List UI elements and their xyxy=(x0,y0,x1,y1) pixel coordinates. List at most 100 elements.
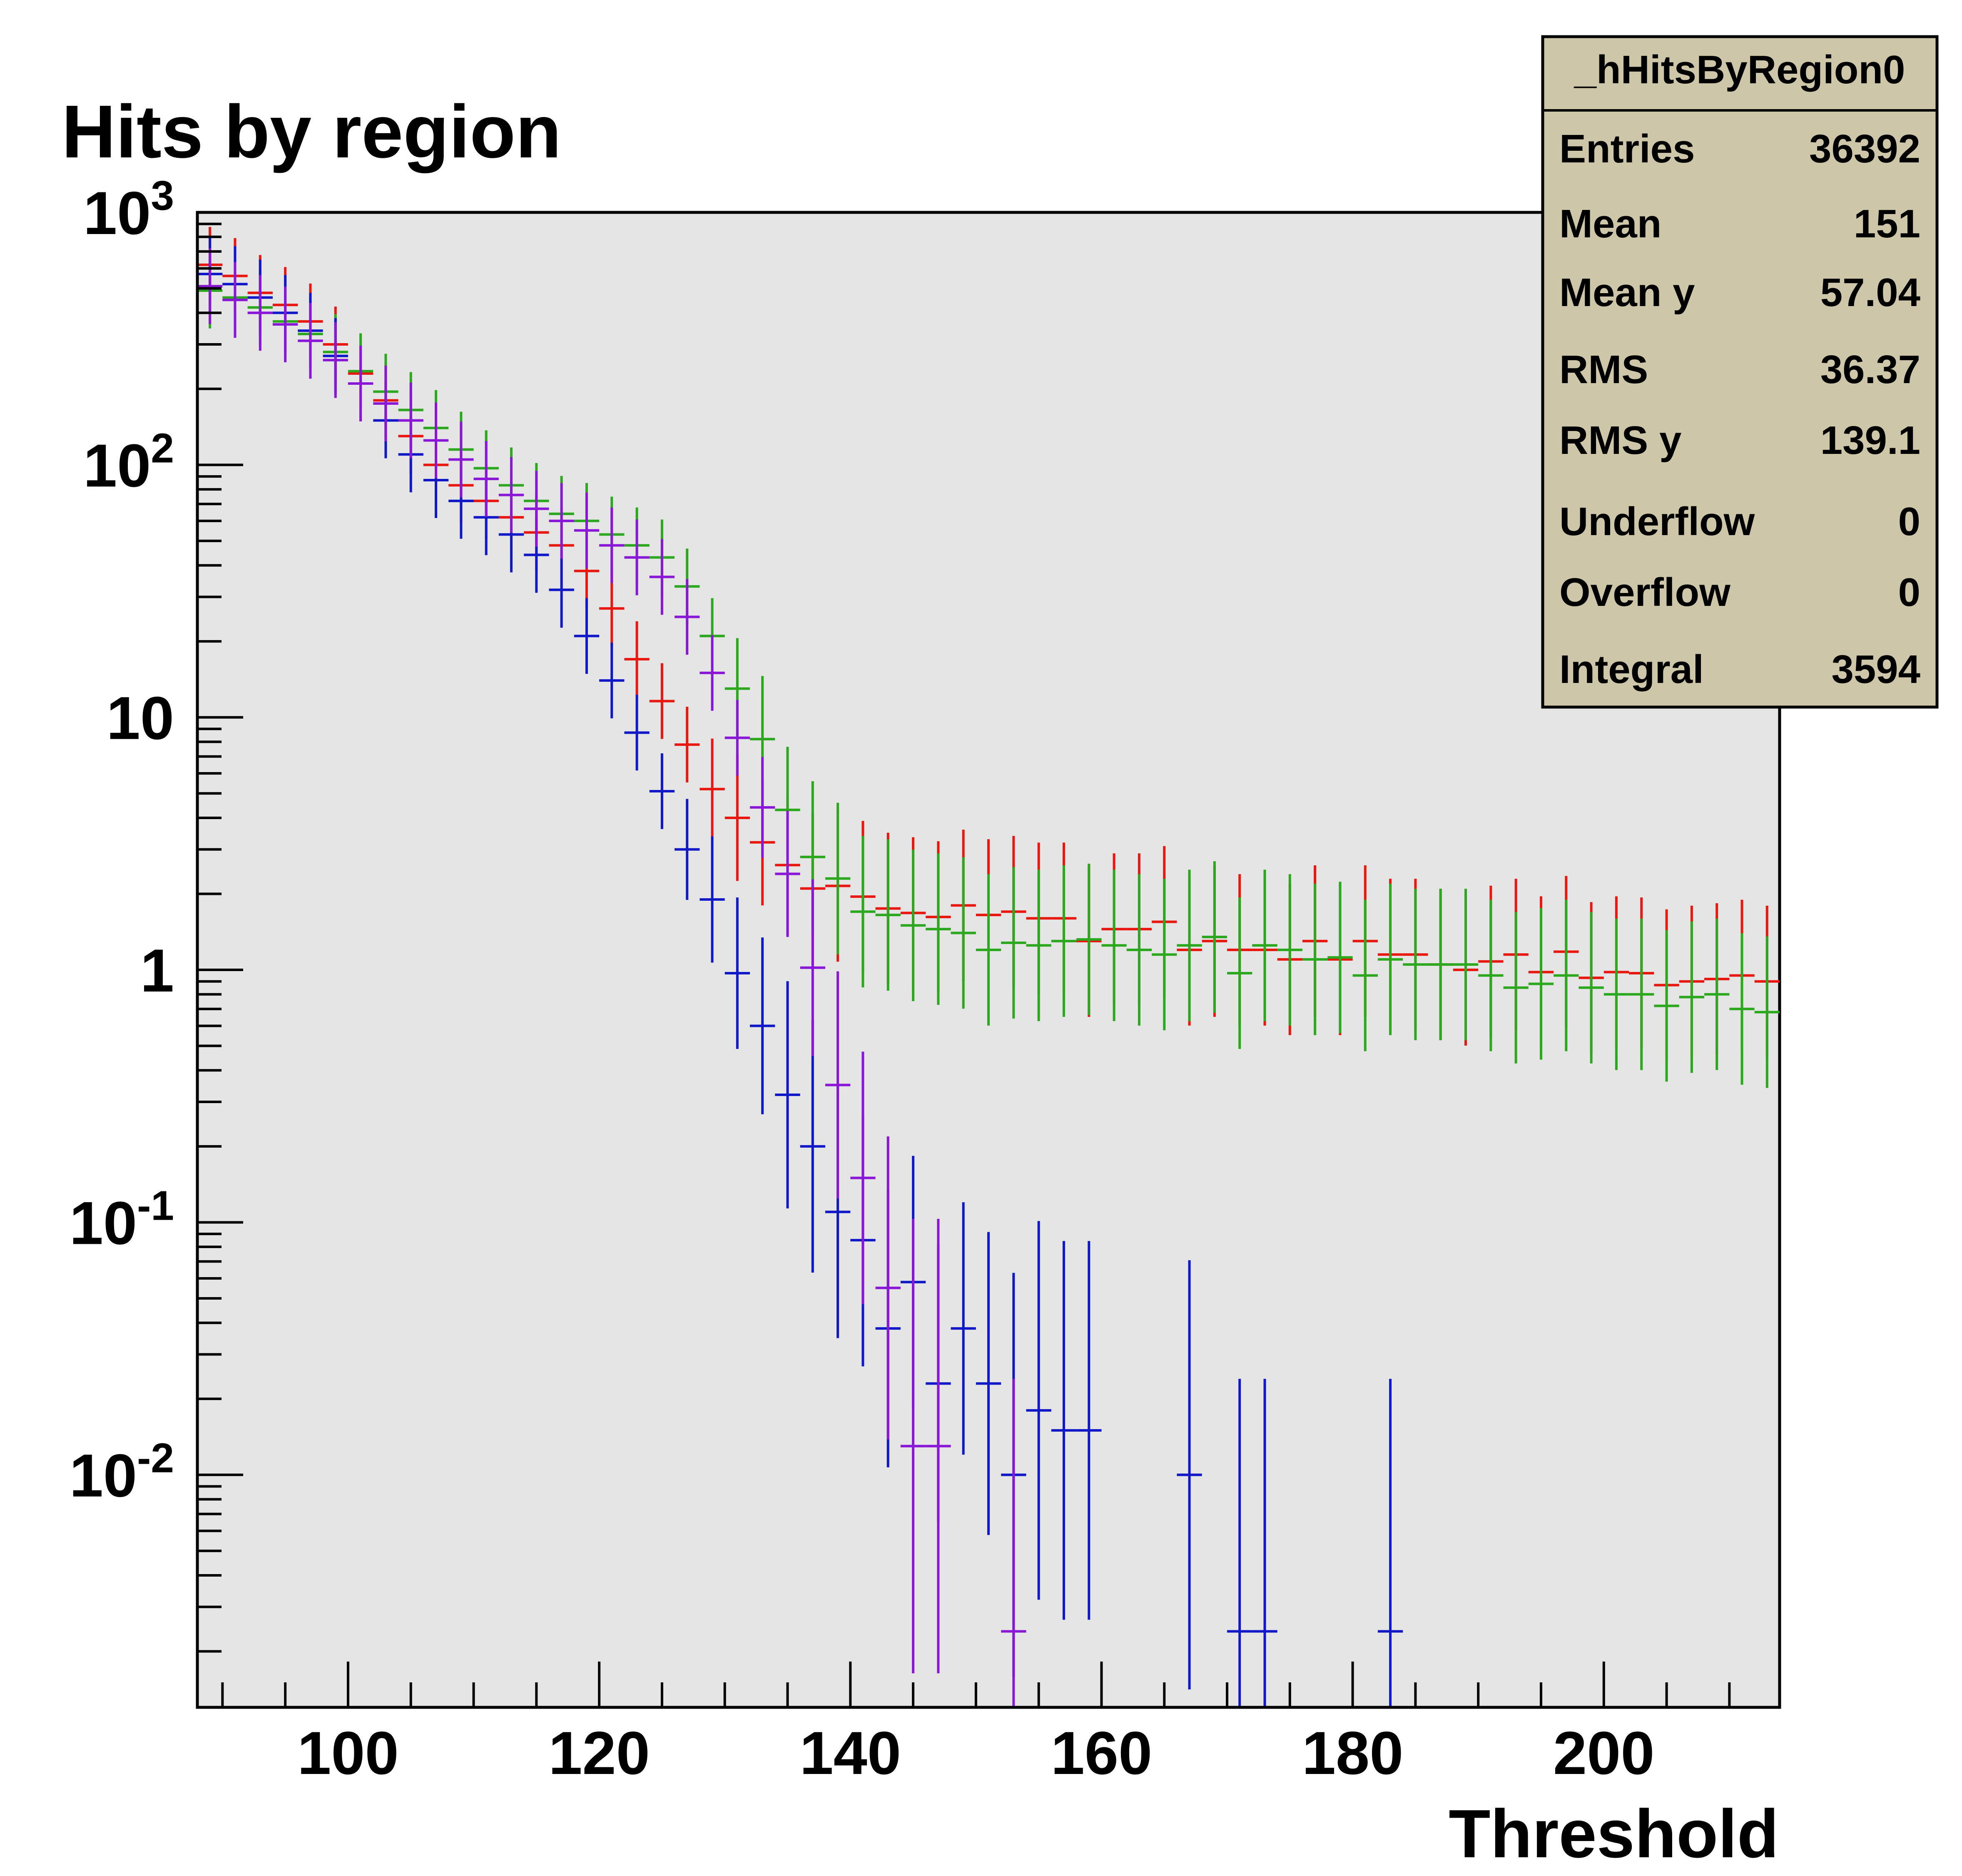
data-point xyxy=(825,971,851,1199)
data-point xyxy=(423,402,449,478)
data-point xyxy=(875,839,901,991)
data-point xyxy=(1302,884,1328,1035)
data-point xyxy=(1403,889,1428,1041)
data-point xyxy=(1026,869,1051,1021)
data-point xyxy=(1202,861,1227,1013)
y-tick-label: 10 xyxy=(107,684,174,752)
data-point xyxy=(749,757,775,858)
data-point xyxy=(1603,918,1629,1070)
data-point xyxy=(926,1218,951,1674)
data-point xyxy=(850,1051,876,1304)
stats-row-value: 3594 xyxy=(1831,647,1920,692)
stats-row-value: 0 xyxy=(1898,570,1920,615)
data-point xyxy=(348,346,373,421)
data-point xyxy=(373,366,398,441)
data-point xyxy=(1227,897,1252,1049)
data-point xyxy=(675,579,700,655)
data-point xyxy=(398,382,423,458)
data-point xyxy=(1579,912,1604,1064)
data-point xyxy=(976,874,1001,1026)
y-tick-label: 1 xyxy=(140,937,174,1004)
data-point xyxy=(1126,874,1152,1026)
x-tick-label: 120 xyxy=(548,1719,650,1787)
data-point xyxy=(323,322,348,398)
stats-row-label: Mean xyxy=(1559,202,1661,246)
data-layer xyxy=(197,227,1780,1707)
data-point xyxy=(725,700,750,776)
data-point xyxy=(1252,869,1277,1021)
data-point xyxy=(1327,882,1353,1034)
stats-row-label: Integral xyxy=(1559,647,1704,692)
stats-row-value: 36392 xyxy=(1809,127,1920,171)
data-point xyxy=(599,507,625,583)
data-point xyxy=(1076,863,1102,1015)
stats-row-value: 36.37 xyxy=(1820,347,1920,392)
data-point xyxy=(875,1136,901,1440)
data-point xyxy=(1252,1379,1277,1707)
data-point xyxy=(272,287,298,362)
stats-row-value: 57.04 xyxy=(1820,270,1920,315)
data-point xyxy=(1528,908,1554,1060)
chart-title: Hits by region xyxy=(62,90,561,174)
data-point xyxy=(1478,899,1504,1051)
stats-row-label: RMS xyxy=(1559,347,1648,392)
data-point xyxy=(1051,1241,1077,1620)
data-point xyxy=(1679,921,1705,1073)
x-tick-label: 100 xyxy=(297,1719,399,1787)
stats-rows: Entries 36392 Mean 151 Mean y 57.04 RMS 36.37 RM… xyxy=(1559,127,1920,692)
data-point xyxy=(675,799,700,900)
data-point xyxy=(1277,874,1302,1026)
data-point xyxy=(951,1202,976,1455)
data-point xyxy=(1704,918,1730,1070)
stats-row-value: 0 xyxy=(1898,499,1920,544)
data-point xyxy=(1377,884,1403,1035)
y-tick-label: 10-2 xyxy=(70,1435,174,1510)
y-tick-label: 103 xyxy=(83,172,174,247)
data-point xyxy=(498,457,524,533)
data-point xyxy=(574,598,600,674)
data-point xyxy=(473,441,499,517)
data-point xyxy=(775,810,800,937)
data-point xyxy=(700,836,725,963)
x-tick-label: 140 xyxy=(799,1719,901,1787)
data-point xyxy=(549,483,574,559)
data-point xyxy=(649,663,675,739)
stats-box-frame xyxy=(1541,35,1939,709)
data-point xyxy=(800,879,825,1056)
data-point xyxy=(197,248,223,324)
data-point xyxy=(222,262,248,338)
data-point xyxy=(1754,936,1780,1088)
data-point xyxy=(448,421,474,498)
data-point xyxy=(951,857,976,1009)
data-point xyxy=(1152,879,1177,1031)
data-point xyxy=(599,643,625,719)
data-point xyxy=(900,1218,926,1674)
data-point xyxy=(1177,1260,1202,1690)
stats-row-label: Overflow xyxy=(1559,570,1730,615)
data-point xyxy=(1629,918,1654,1070)
data-point xyxy=(1076,1241,1102,1620)
data-point xyxy=(624,621,650,697)
data-point xyxy=(624,519,650,595)
x-tick-label: 160 xyxy=(1051,1719,1153,1787)
data-point xyxy=(1352,899,1378,1051)
data-point xyxy=(976,1232,1001,1535)
data-point xyxy=(298,303,323,379)
data-point xyxy=(1101,869,1127,1021)
series-3 xyxy=(197,248,1026,1707)
data-point xyxy=(1177,869,1202,1021)
data-point xyxy=(1051,865,1077,1017)
stats-row-label: Entries xyxy=(1559,127,1695,171)
x-tick-label: 180 xyxy=(1302,1719,1404,1787)
data-point xyxy=(1227,1379,1252,1707)
data-point xyxy=(1377,1379,1403,1707)
data-point xyxy=(624,695,650,771)
stats-box: _hHitsByRegion0 Entries 36392 Mean 151 Mean … xyxy=(1541,35,1939,709)
data-point xyxy=(775,981,800,1208)
stats-row-value: 139.1 xyxy=(1820,418,1920,463)
data-point xyxy=(574,492,600,568)
data-point xyxy=(1001,1379,1026,1707)
data-point xyxy=(1729,933,1755,1085)
